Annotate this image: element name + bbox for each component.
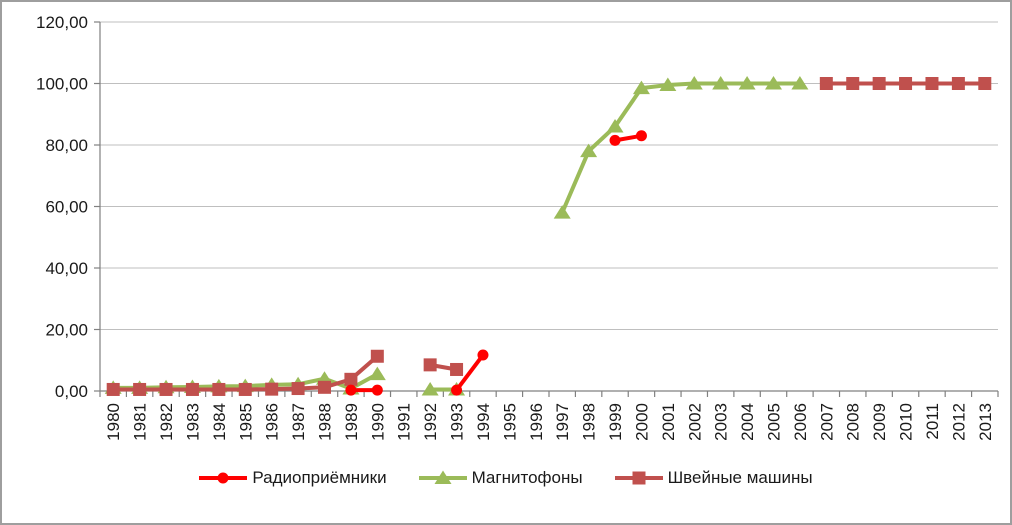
y-axis-label: 80,00 <box>45 136 88 155</box>
square-marker <box>423 358 437 372</box>
square-marker <box>951 77 965 90</box>
legend-label-radio: Радиоприёмники <box>252 468 387 487</box>
triangle-marker <box>659 77 677 92</box>
x-axis-label: 2009 <box>870 403 889 441</box>
circle-marker <box>635 130 647 142</box>
chart-legend: Радиоприёмники Магнитофоны Швейные машин… <box>2 468 1010 488</box>
x-axis-label: 2010 <box>897 403 916 441</box>
x-axis-label: 1992 <box>421 403 440 441</box>
x-axis-label: 1995 <box>500 403 519 441</box>
square-marker <box>318 380 331 394</box>
triangle-marker <box>553 205 571 219</box>
square-marker <box>370 349 384 363</box>
x-axis-label: 2002 <box>685 403 704 441</box>
triangle-marker <box>791 76 809 90</box>
triangle-marker <box>606 119 624 133</box>
x-axis-label: 2011 <box>923 403 942 440</box>
x-axis-label: 1997 <box>553 403 572 441</box>
legend-triangle-marker-icon <box>418 470 467 484</box>
x-axis-label: 1998 <box>580 403 599 441</box>
x-axis-label: 1991 <box>395 403 414 441</box>
triangle-marker <box>421 381 439 396</box>
square-marker <box>846 77 860 90</box>
series-line <box>560 81 800 214</box>
y-axis-label: 60,00 <box>45 198 88 217</box>
legend-item-radio: Радиоприёмники <box>199 468 387 488</box>
x-axis-label: 1989 <box>342 403 361 441</box>
x-axis-label: 1993 <box>448 403 467 441</box>
circle-marker <box>371 384 383 396</box>
x-axis-label: 1990 <box>368 403 387 441</box>
square-marker <box>899 77 913 90</box>
square-marker <box>238 382 252 396</box>
x-axis-label: 2013 <box>976 403 995 441</box>
y-axis-label: 40,00 <box>45 259 88 278</box>
triangle-marker <box>632 80 650 95</box>
x-axis-label: 1986 <box>263 403 282 441</box>
x-axis-label: 1996 <box>527 403 546 441</box>
square-marker <box>291 382 305 396</box>
square-marker <box>185 382 199 396</box>
triangle-marker <box>434 470 452 484</box>
x-axis-label: 2004 <box>738 403 757 441</box>
series-line <box>454 353 485 392</box>
x-axis-label: 2008 <box>844 403 863 441</box>
x-axis-label: 1985 <box>236 403 255 441</box>
square-marker <box>265 382 279 396</box>
square-marker <box>872 77 886 90</box>
x-axis-label: 2003 <box>712 403 731 441</box>
x-axis-label: 1988 <box>316 403 335 441</box>
square-marker <box>450 362 464 376</box>
circle-marker <box>477 349 489 361</box>
x-axis-label: 1980 <box>104 403 123 441</box>
triangle-marker <box>580 143 598 158</box>
x-axis-label: 1994 <box>474 403 493 441</box>
square-marker <box>632 471 646 485</box>
x-axis-label: 2006 <box>791 403 810 441</box>
triangle-marker <box>685 76 703 90</box>
legend-label-tape-recorders: Магнитофоны <box>471 468 583 487</box>
circle-marker <box>345 384 357 396</box>
square-marker <box>344 372 358 386</box>
y-axis-label: 20,00 <box>45 321 88 340</box>
x-axis-label: 2012 <box>949 403 968 441</box>
x-axis-label: 1987 <box>289 403 308 441</box>
triangle-marker <box>368 366 386 381</box>
x-axis-label: 2005 <box>765 403 784 441</box>
series-circle <box>345 130 647 396</box>
y-axis-label: 100,00 <box>36 75 88 94</box>
triangle-marker <box>712 76 730 90</box>
y-axis-label: 120,00 <box>36 13 88 32</box>
square-marker <box>159 382 173 396</box>
legend-square-marker-icon <box>614 471 663 485</box>
legend-item-sewing-machines: Швейные машины <box>614 468 813 488</box>
legend-label-sewing-machines: Швейные машины <box>667 468 813 487</box>
x-axis-label: 1983 <box>183 403 202 441</box>
square-marker <box>106 382 120 396</box>
x-axis-label: 2007 <box>817 403 836 441</box>
triangle-marker <box>765 76 782 90</box>
x-axis-label: 1984 <box>210 403 229 441</box>
line-chart-plot: 0,00 20,00 40,00 60,00 80,00 100,00 120,00 1980… <box>36 13 999 441</box>
square-marker <box>133 382 147 396</box>
square-marker <box>925 77 939 90</box>
triangle-marker <box>738 76 756 90</box>
x-axis-label: 2001 <box>659 403 678 441</box>
y-axis-label: 0,00 <box>55 382 88 401</box>
legend-item-tape-recorders: Магнитофоны <box>418 468 583 488</box>
legend-circle-marker-icon <box>199 472 248 484</box>
square-marker <box>819 77 833 90</box>
x-axis-label: 1999 <box>606 403 625 441</box>
square-marker <box>978 77 992 90</box>
x-axis-label: 1982 <box>157 403 176 441</box>
circle-marker <box>609 134 621 146</box>
circle-marker <box>451 384 463 396</box>
series-square <box>106 77 992 396</box>
x-axis-label: 2000 <box>632 403 651 441</box>
square-marker <box>212 382 226 396</box>
circle-marker <box>217 472 229 484</box>
x-axis-label: 1981 <box>131 403 150 441</box>
series-triangle <box>104 76 809 396</box>
